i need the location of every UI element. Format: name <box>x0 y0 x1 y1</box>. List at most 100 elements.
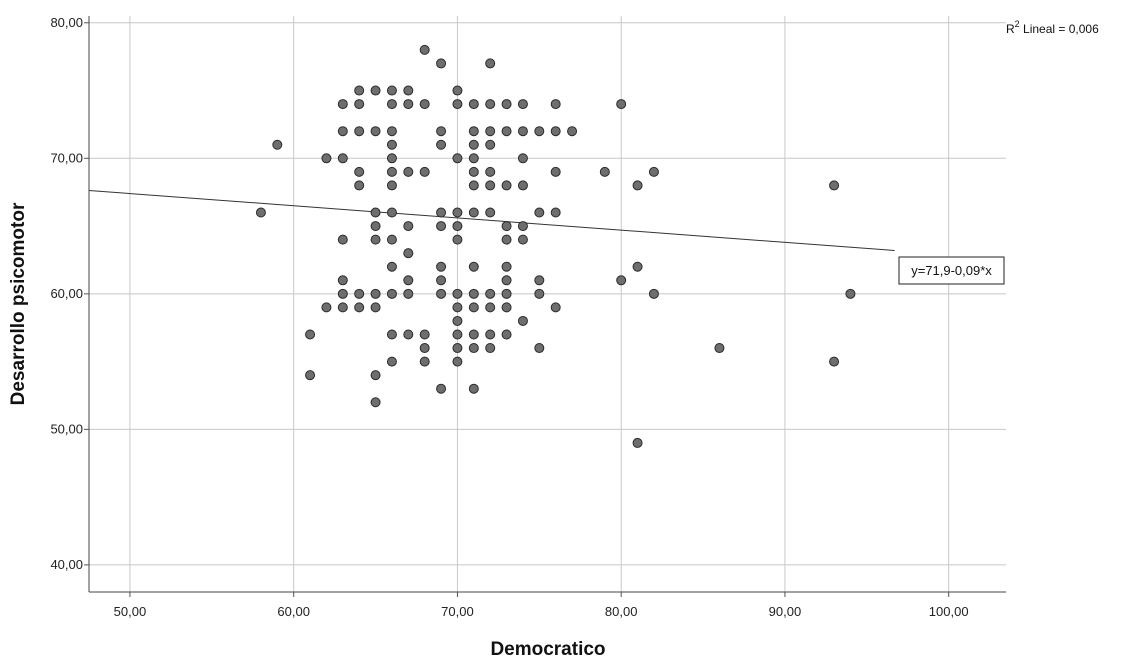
data-point <box>386 99 397 110</box>
data-point <box>452 288 463 299</box>
data-point <box>370 397 381 408</box>
data-point <box>255 207 266 218</box>
data-point <box>485 166 496 177</box>
data-point <box>468 288 479 299</box>
data-point <box>337 302 348 313</box>
data-point <box>501 302 512 313</box>
data-point <box>550 302 561 313</box>
data-point <box>403 85 414 96</box>
data-point <box>321 302 332 313</box>
data-point <box>599 166 610 177</box>
data-point <box>517 315 528 326</box>
x-tick-label: 60,00 <box>277 604 310 619</box>
data-point <box>468 383 479 394</box>
data-point <box>386 153 397 164</box>
data-point <box>468 126 479 137</box>
data-point <box>354 85 365 96</box>
data-point <box>386 234 397 245</box>
data-point <box>370 370 381 381</box>
data-point <box>436 221 447 232</box>
x-tick-label: 100,00 <box>929 604 969 619</box>
data-point <box>386 85 397 96</box>
data-point <box>337 234 348 245</box>
data-point <box>386 329 397 340</box>
r-squared-superscript: 2 <box>1015 19 1020 29</box>
y-tick-labels: 40,00 50,00 60,00 70,00 80,00 <box>50 15 83 572</box>
fit-equation-box <box>898 256 1005 285</box>
data-point <box>354 288 365 299</box>
data-point <box>534 207 545 218</box>
data-point <box>485 288 496 299</box>
data-point <box>468 139 479 150</box>
y-tick-label: 50,00 <box>50 421 83 436</box>
data-point <box>370 288 381 299</box>
data-point <box>354 302 365 313</box>
r-squared-label: R2 Lineal = 0,006 <box>1006 19 1099 36</box>
x-axis-title: Democratico <box>490 639 605 657</box>
data-point <box>501 99 512 110</box>
data-point <box>534 275 545 286</box>
data-point <box>419 166 430 177</box>
data-point <box>386 180 397 191</box>
data-point <box>419 99 430 110</box>
data-point <box>829 180 840 191</box>
data-point <box>550 207 561 218</box>
data-point <box>632 261 643 272</box>
y-tick-label: 60,00 <box>50 286 83 301</box>
data-point <box>485 126 496 137</box>
data-point <box>452 343 463 354</box>
data-point <box>567 126 578 137</box>
data-point <box>386 288 397 299</box>
data-point <box>452 207 463 218</box>
data-point <box>354 180 365 191</box>
data-point <box>370 302 381 313</box>
data-point <box>517 99 528 110</box>
data-point <box>517 153 528 164</box>
data-point <box>616 275 627 286</box>
data-point <box>403 248 414 259</box>
data-point <box>485 180 496 191</box>
data-point <box>436 383 447 394</box>
data-point <box>337 153 348 164</box>
data-point <box>485 302 496 313</box>
fit-line-group <box>88 189 895 252</box>
y-axis-title: Desarrollo psicomotor <box>8 202 29 405</box>
data-point <box>403 221 414 232</box>
data-point <box>403 288 414 299</box>
r-squared-suffix: Lineal = 0,006 <box>1020 22 1099 36</box>
data-point <box>845 288 856 299</box>
data-point <box>517 234 528 245</box>
data-point <box>452 99 463 110</box>
fit-equation-label: y=71,9-0,09*x <box>911 263 992 278</box>
data-point <box>436 261 447 272</box>
data-point <box>354 126 365 137</box>
r-squared-prefix: R <box>1006 22 1015 36</box>
data-point <box>452 356 463 367</box>
data-point <box>485 343 496 354</box>
data-point <box>370 221 381 232</box>
data-point <box>386 166 397 177</box>
data-point <box>386 207 397 218</box>
data-point <box>337 275 348 286</box>
data-point <box>370 207 381 218</box>
y-tick-label: 40,00 <box>50 557 83 572</box>
regression-fit-line <box>88 189 895 252</box>
data-point <box>829 356 840 367</box>
data-point <box>714 343 725 354</box>
data-point <box>452 302 463 313</box>
data-point <box>403 99 414 110</box>
data-point <box>436 275 447 286</box>
data-point <box>370 85 381 96</box>
data-point <box>616 99 627 110</box>
data-point <box>648 166 659 177</box>
data-point <box>485 329 496 340</box>
data-point <box>386 261 397 272</box>
data-point <box>468 261 479 272</box>
data-point <box>386 356 397 367</box>
data-point <box>517 180 528 191</box>
data-point <box>436 58 447 69</box>
data-point <box>419 356 430 367</box>
x-tick-label: 90,00 <box>769 604 802 619</box>
